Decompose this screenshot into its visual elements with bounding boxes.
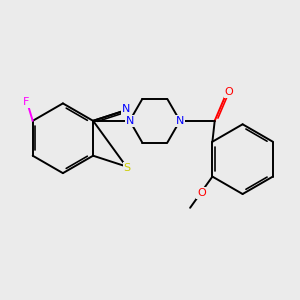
Text: F: F	[22, 98, 29, 107]
Text: S: S	[123, 163, 130, 173]
Text: N: N	[176, 116, 184, 126]
Text: N: N	[122, 104, 130, 114]
Text: O: O	[197, 188, 206, 198]
Text: N: N	[125, 116, 134, 126]
Text: O: O	[225, 87, 233, 97]
